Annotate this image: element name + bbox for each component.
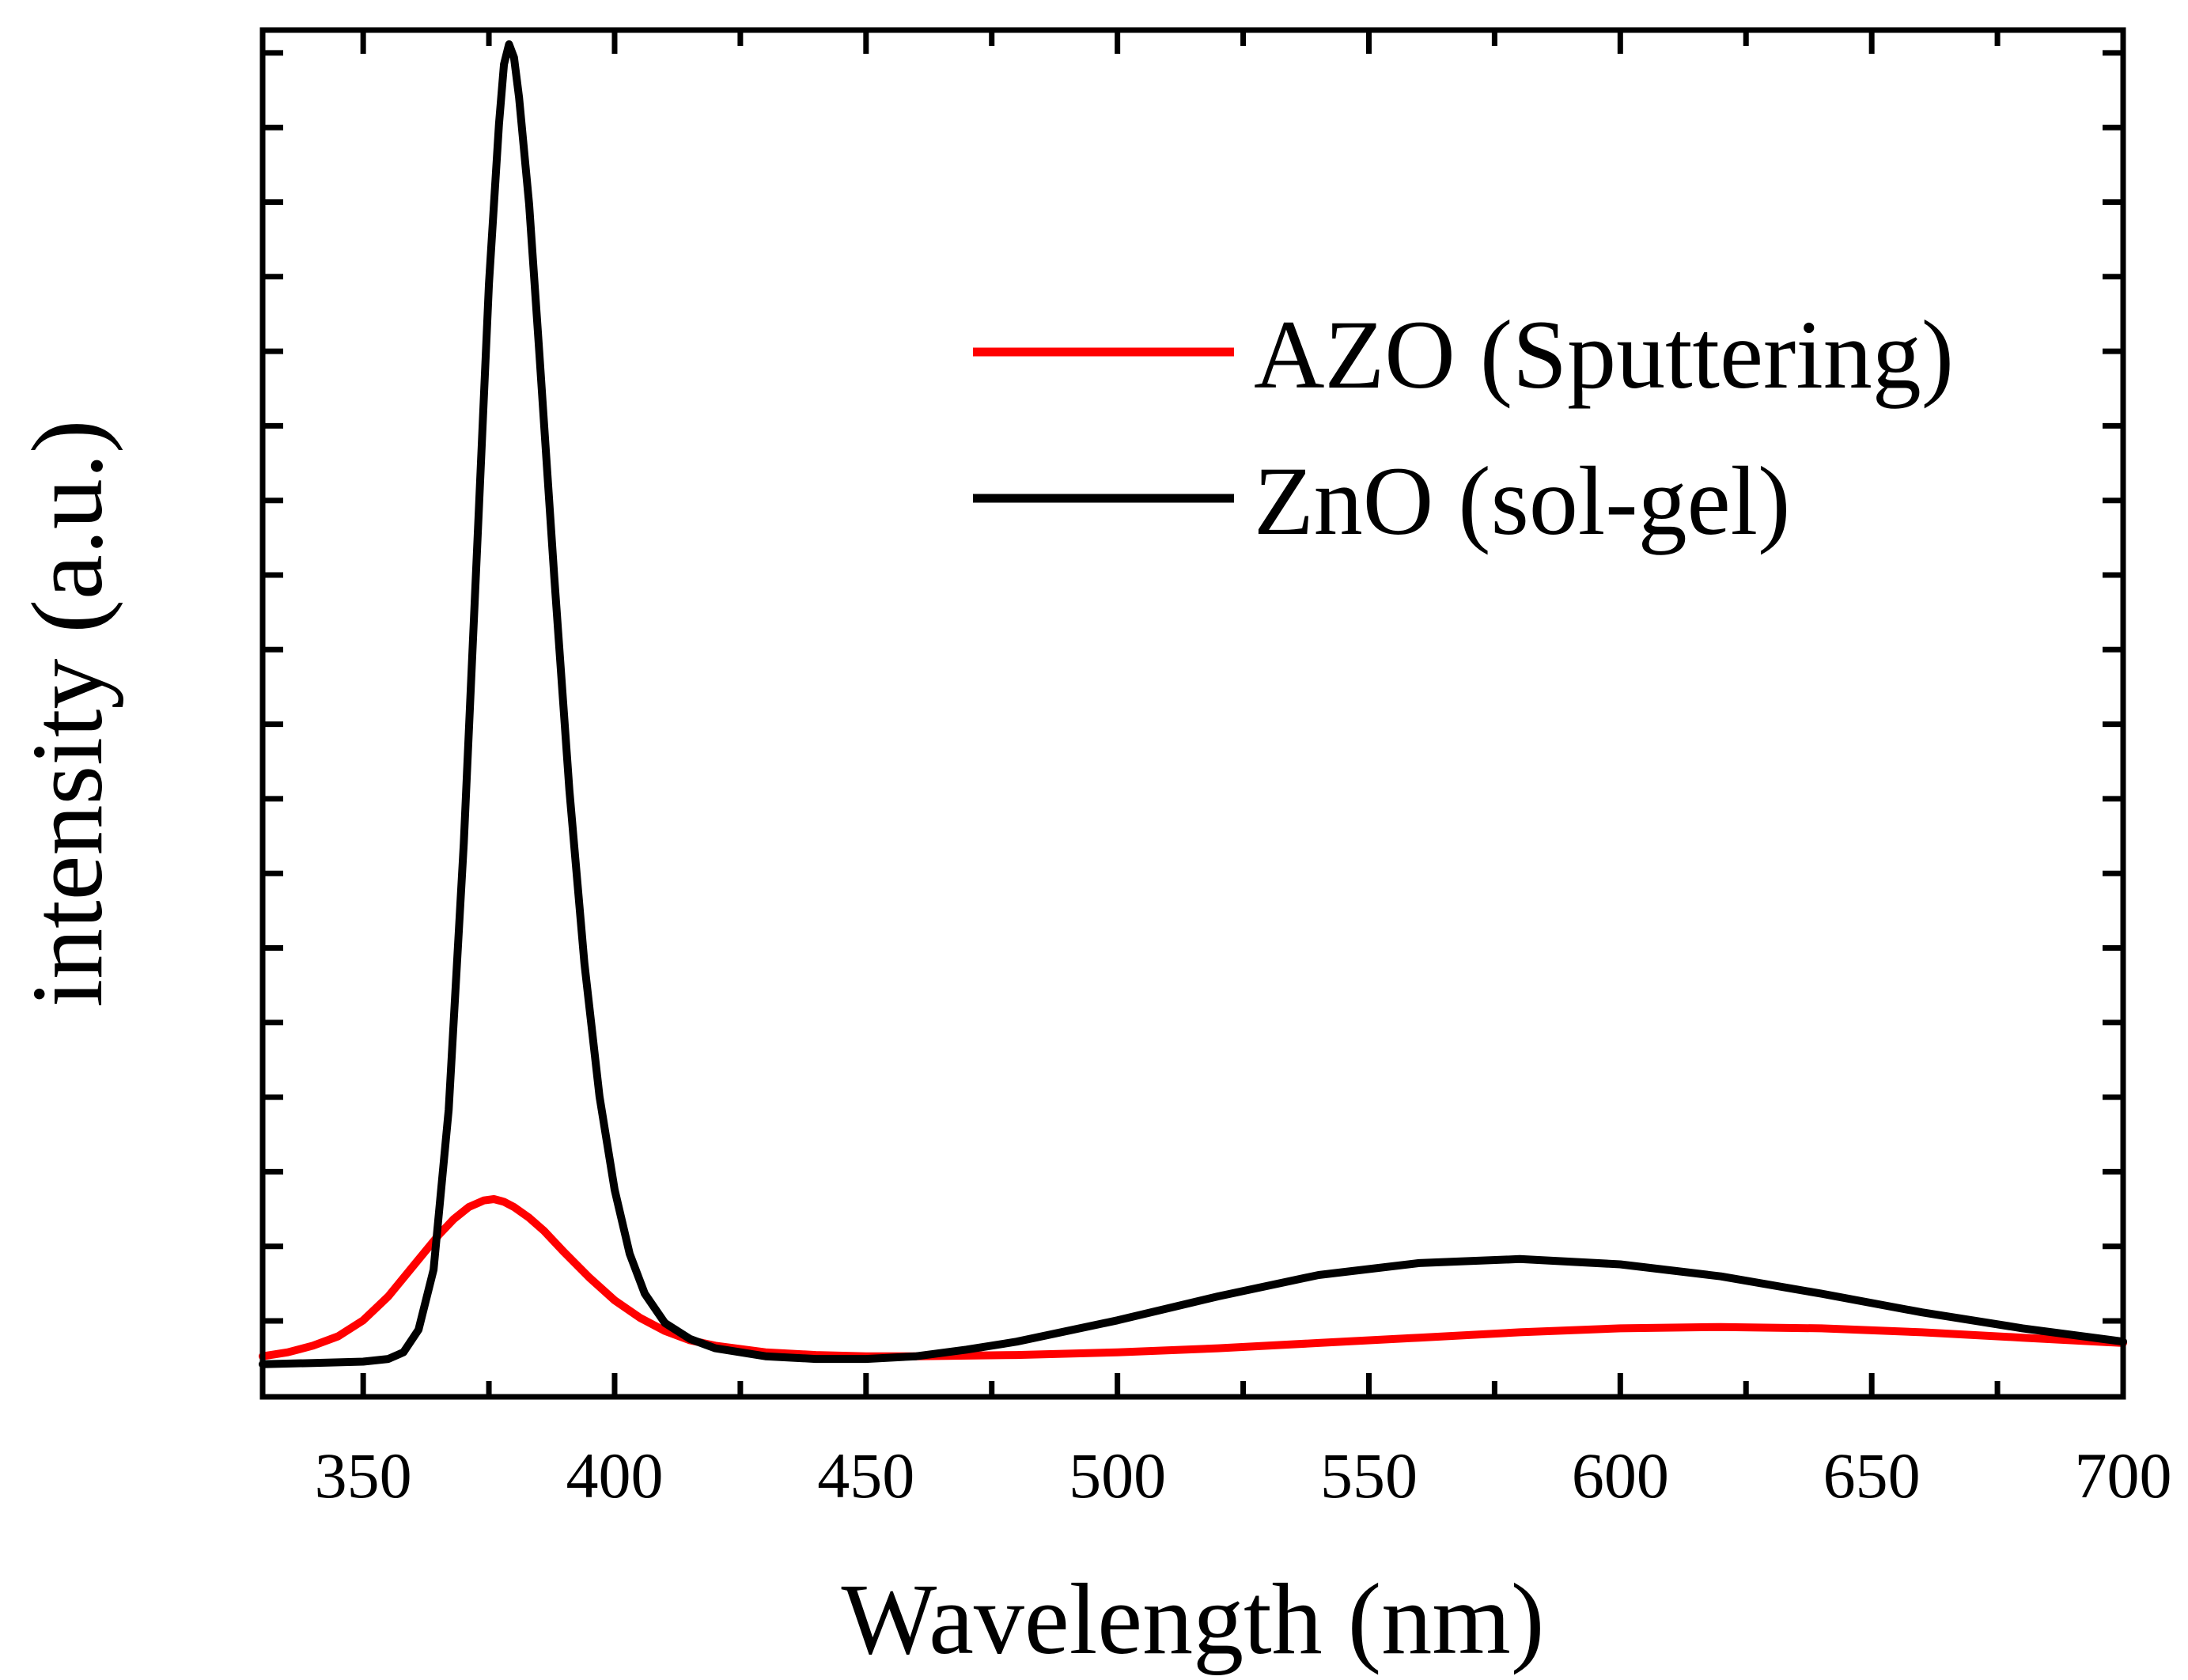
x-axis-tick-labels: 350 400 450 500 550 600 650 700 [315, 1440, 2172, 1512]
x-tick-label-600: 600 [1572, 1440, 1669, 1512]
y-axis-label: intensity (a.u.) [11, 420, 123, 1008]
x-tick-label-700: 700 [2075, 1440, 2172, 1512]
legend-label-azo-sputtering: AZO (Sputtering) [1254, 301, 1954, 409]
series-line-1 [259, 40, 2127, 1368]
legend: AZO (Sputtering) ZnO (sol-gel) [973, 301, 1954, 555]
y-axis-ticks [263, 50, 2123, 1324]
series-line-0 [259, 1195, 2127, 1360]
plot-frame [259, 27, 2126, 1400]
x-tick-label-350: 350 [315, 1440, 412, 1512]
legend-label-zno-sol-gel: ZnO (sol-gel) [1254, 447, 1790, 555]
x-tick-label-400: 400 [566, 1440, 663, 1512]
x-tick-label-650: 650 [1823, 1440, 1921, 1512]
x-axis-label: Wavelength (nm) [842, 1563, 1545, 1675]
series-layer [259, 40, 2127, 1368]
x-tick-label-450: 450 [817, 1440, 914, 1512]
x-axis-ticks [360, 30, 2001, 1397]
x-tick-label-500: 500 [1069, 1440, 1166, 1512]
x-tick-label-550: 550 [1320, 1440, 1418, 1512]
